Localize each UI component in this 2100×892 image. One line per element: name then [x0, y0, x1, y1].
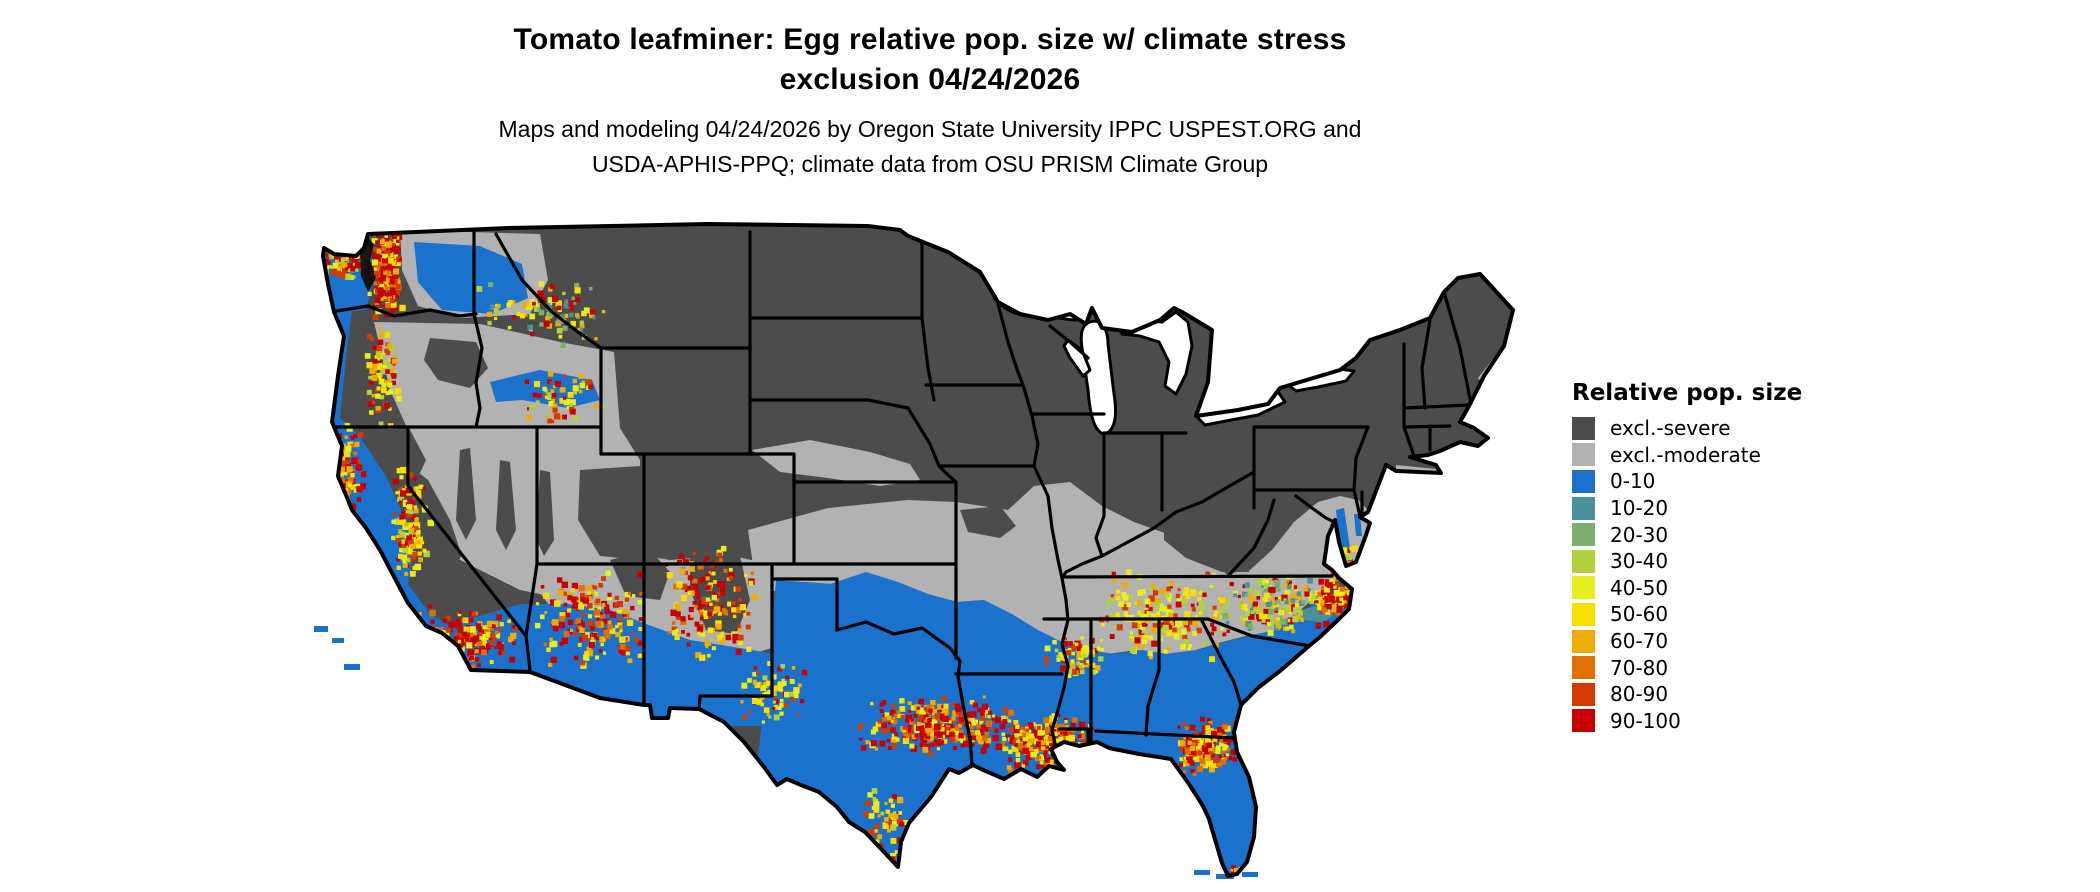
legend-item-red: 90-100	[1572, 708, 1832, 735]
legend-label: excl.-severe	[1610, 416, 1731, 441]
legend-label: excl.-moderate	[1610, 442, 1761, 467]
legend-item-orange: 60-70	[1572, 628, 1832, 655]
legend-label: 20-30	[1610, 522, 1669, 547]
map-title-line2: exclusion 04/24/2026	[779, 63, 1081, 96]
state-boundaries	[326, 230, 1473, 767]
legend-item-yellow: 40-50	[1572, 575, 1832, 602]
legend: Relative pop. size excl.-severe excl.-mod…	[1572, 380, 1832, 734]
legend-swatch-redor	[1572, 682, 1595, 706]
map-subtitle-line2: USDA-APHIS-PPQ; climate data from OSU PR…	[591, 151, 1269, 177]
legend-item-green: 20-30	[1572, 521, 1832, 548]
legend-swatch-dkorange	[1572, 656, 1595, 680]
legend-swatch-severe	[1572, 416, 1595, 440]
map-layers	[323, 224, 1513, 876]
legend-swatch-yellow	[1572, 576, 1595, 600]
legend-swatch-moderate	[1572, 443, 1595, 467]
legend-item-gold: 50-60	[1572, 601, 1832, 628]
legend-rows: excl.-severe excl.-moderate 0-10 10-20 20-30…	[1572, 415, 1832, 734]
us-raster-map	[308, 218, 1553, 886]
legend-label: 30-40	[1610, 549, 1669, 574]
green-bay	[1062, 338, 1092, 378]
map-subtitle-line1: Maps and modeling 04/24/2026 by Oregon S…	[498, 116, 1362, 142]
legend-label: 70-80	[1610, 655, 1669, 680]
legend-item-redor: 80-90	[1572, 681, 1832, 708]
legend-item-b0: 0-10	[1572, 468, 1832, 495]
legend-swatch-yg	[1572, 549, 1595, 573]
legend-label: 60-70	[1610, 629, 1669, 654]
legend-item-yg: 30-40	[1572, 548, 1832, 575]
map-title: Tomato leafminer: Egg relative pop. size…	[0, 20, 1860, 100]
legend-swatch-orange	[1572, 629, 1595, 653]
legend-label: 90-100	[1610, 708, 1681, 733]
legend-swatch-red	[1572, 709, 1595, 733]
legend-item-dkorange: 70-80	[1572, 654, 1832, 681]
legend-item-teal: 10-20	[1572, 495, 1832, 522]
legend-item-severe: excl.-severe	[1572, 415, 1832, 442]
us-map-svg	[314, 222, 1515, 879]
legend-item-moderate: excl.-moderate	[1572, 442, 1832, 469]
legend-swatch-teal	[1572, 496, 1595, 520]
legend-swatch-b0	[1572, 469, 1595, 493]
legend-title: Relative pop. size	[1572, 380, 1803, 406]
map-title-line1: Tomato leafminer: Egg relative pop. size…	[513, 23, 1347, 56]
legend-label: 10-20	[1610, 496, 1669, 521]
legend-label: 40-50	[1610, 575, 1669, 600]
legend-swatch-gold	[1572, 602, 1595, 626]
legend-swatch-green	[1572, 523, 1595, 547]
legend-label: 50-60	[1610, 602, 1669, 627]
legend-label: 0-10	[1610, 469, 1656, 494]
legend-label: 80-90	[1610, 682, 1669, 707]
lake-huron	[1118, 310, 1194, 396]
offshore-islands	[314, 626, 1258, 879]
map-subtitle: Maps and modeling 04/24/2026 by Oregon S…	[0, 112, 1860, 182]
